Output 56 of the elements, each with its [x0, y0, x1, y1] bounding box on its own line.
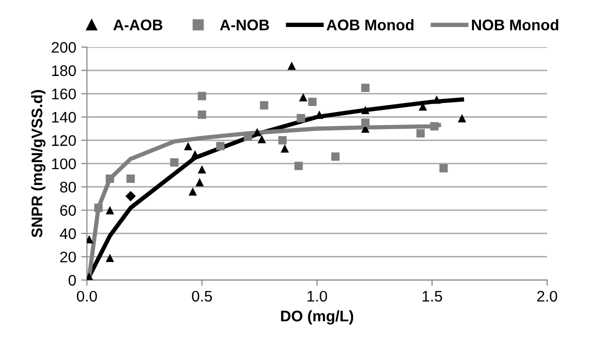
point [299, 93, 308, 102]
y-tick-label: 180 [52, 65, 76, 76]
point [260, 101, 268, 110]
x-tick-label: 0.5 [192, 290, 212, 302]
point [106, 174, 114, 183]
point [106, 206, 114, 214]
y-tick-label: 100 [52, 158, 76, 170]
point [258, 134, 266, 144]
point [126, 174, 135, 183]
point [216, 142, 225, 150]
y-tick-label: 20 [60, 252, 76, 262]
legend-label: A-NOB [220, 20, 269, 30]
point [184, 142, 192, 150]
point [198, 92, 206, 100]
point [458, 114, 466, 122]
y-tick-label: 80 [60, 182, 76, 193]
point [190, 150, 200, 158]
y-tick-label: 120 [52, 135, 76, 146]
x-tick-label: 2.0 [537, 290, 558, 302]
point [361, 118, 370, 127]
point [288, 62, 296, 70]
point [308, 98, 317, 106]
point [106, 254, 114, 262]
point [198, 165, 206, 174]
y-axis-title: SNPR (mgN/gVSS.d) [31, 90, 46, 238]
legend-label: AOB Monod [326, 19, 414, 30]
point [430, 122, 439, 130]
point [170, 158, 179, 167]
point [188, 187, 197, 196]
point [432, 95, 441, 104]
point [253, 128, 262, 136]
point [125, 190, 136, 202]
point [296, 114, 306, 122]
y-tick-label: 0 [68, 274, 76, 286]
point [331, 152, 340, 161]
y-tick-label: 40 [60, 228, 76, 240]
legend-label: NOB Monod [472, 19, 558, 30]
x-tick-label: 1.0 [308, 290, 328, 302]
x-tick-label: 0.0 [76, 290, 97, 302]
point [361, 106, 370, 114]
y-tick-label: 200 [52, 42, 76, 53]
point [361, 84, 370, 92]
x-axis-title: DO (mg/L) [281, 310, 354, 325]
x-tick-label: 1.5 [422, 290, 442, 302]
point [416, 129, 425, 138]
y-tick-label: 160 [52, 88, 76, 100]
legend-label: A-AOB [113, 20, 162, 30]
y-tick-label: 60 [60, 205, 76, 216]
point [280, 144, 289, 153]
point [439, 164, 448, 172]
point [278, 136, 287, 144]
point [195, 178, 204, 186]
point [198, 110, 206, 119]
point [294, 162, 303, 170]
y-tick-label: 140 [52, 112, 76, 123]
point [94, 204, 103, 212]
